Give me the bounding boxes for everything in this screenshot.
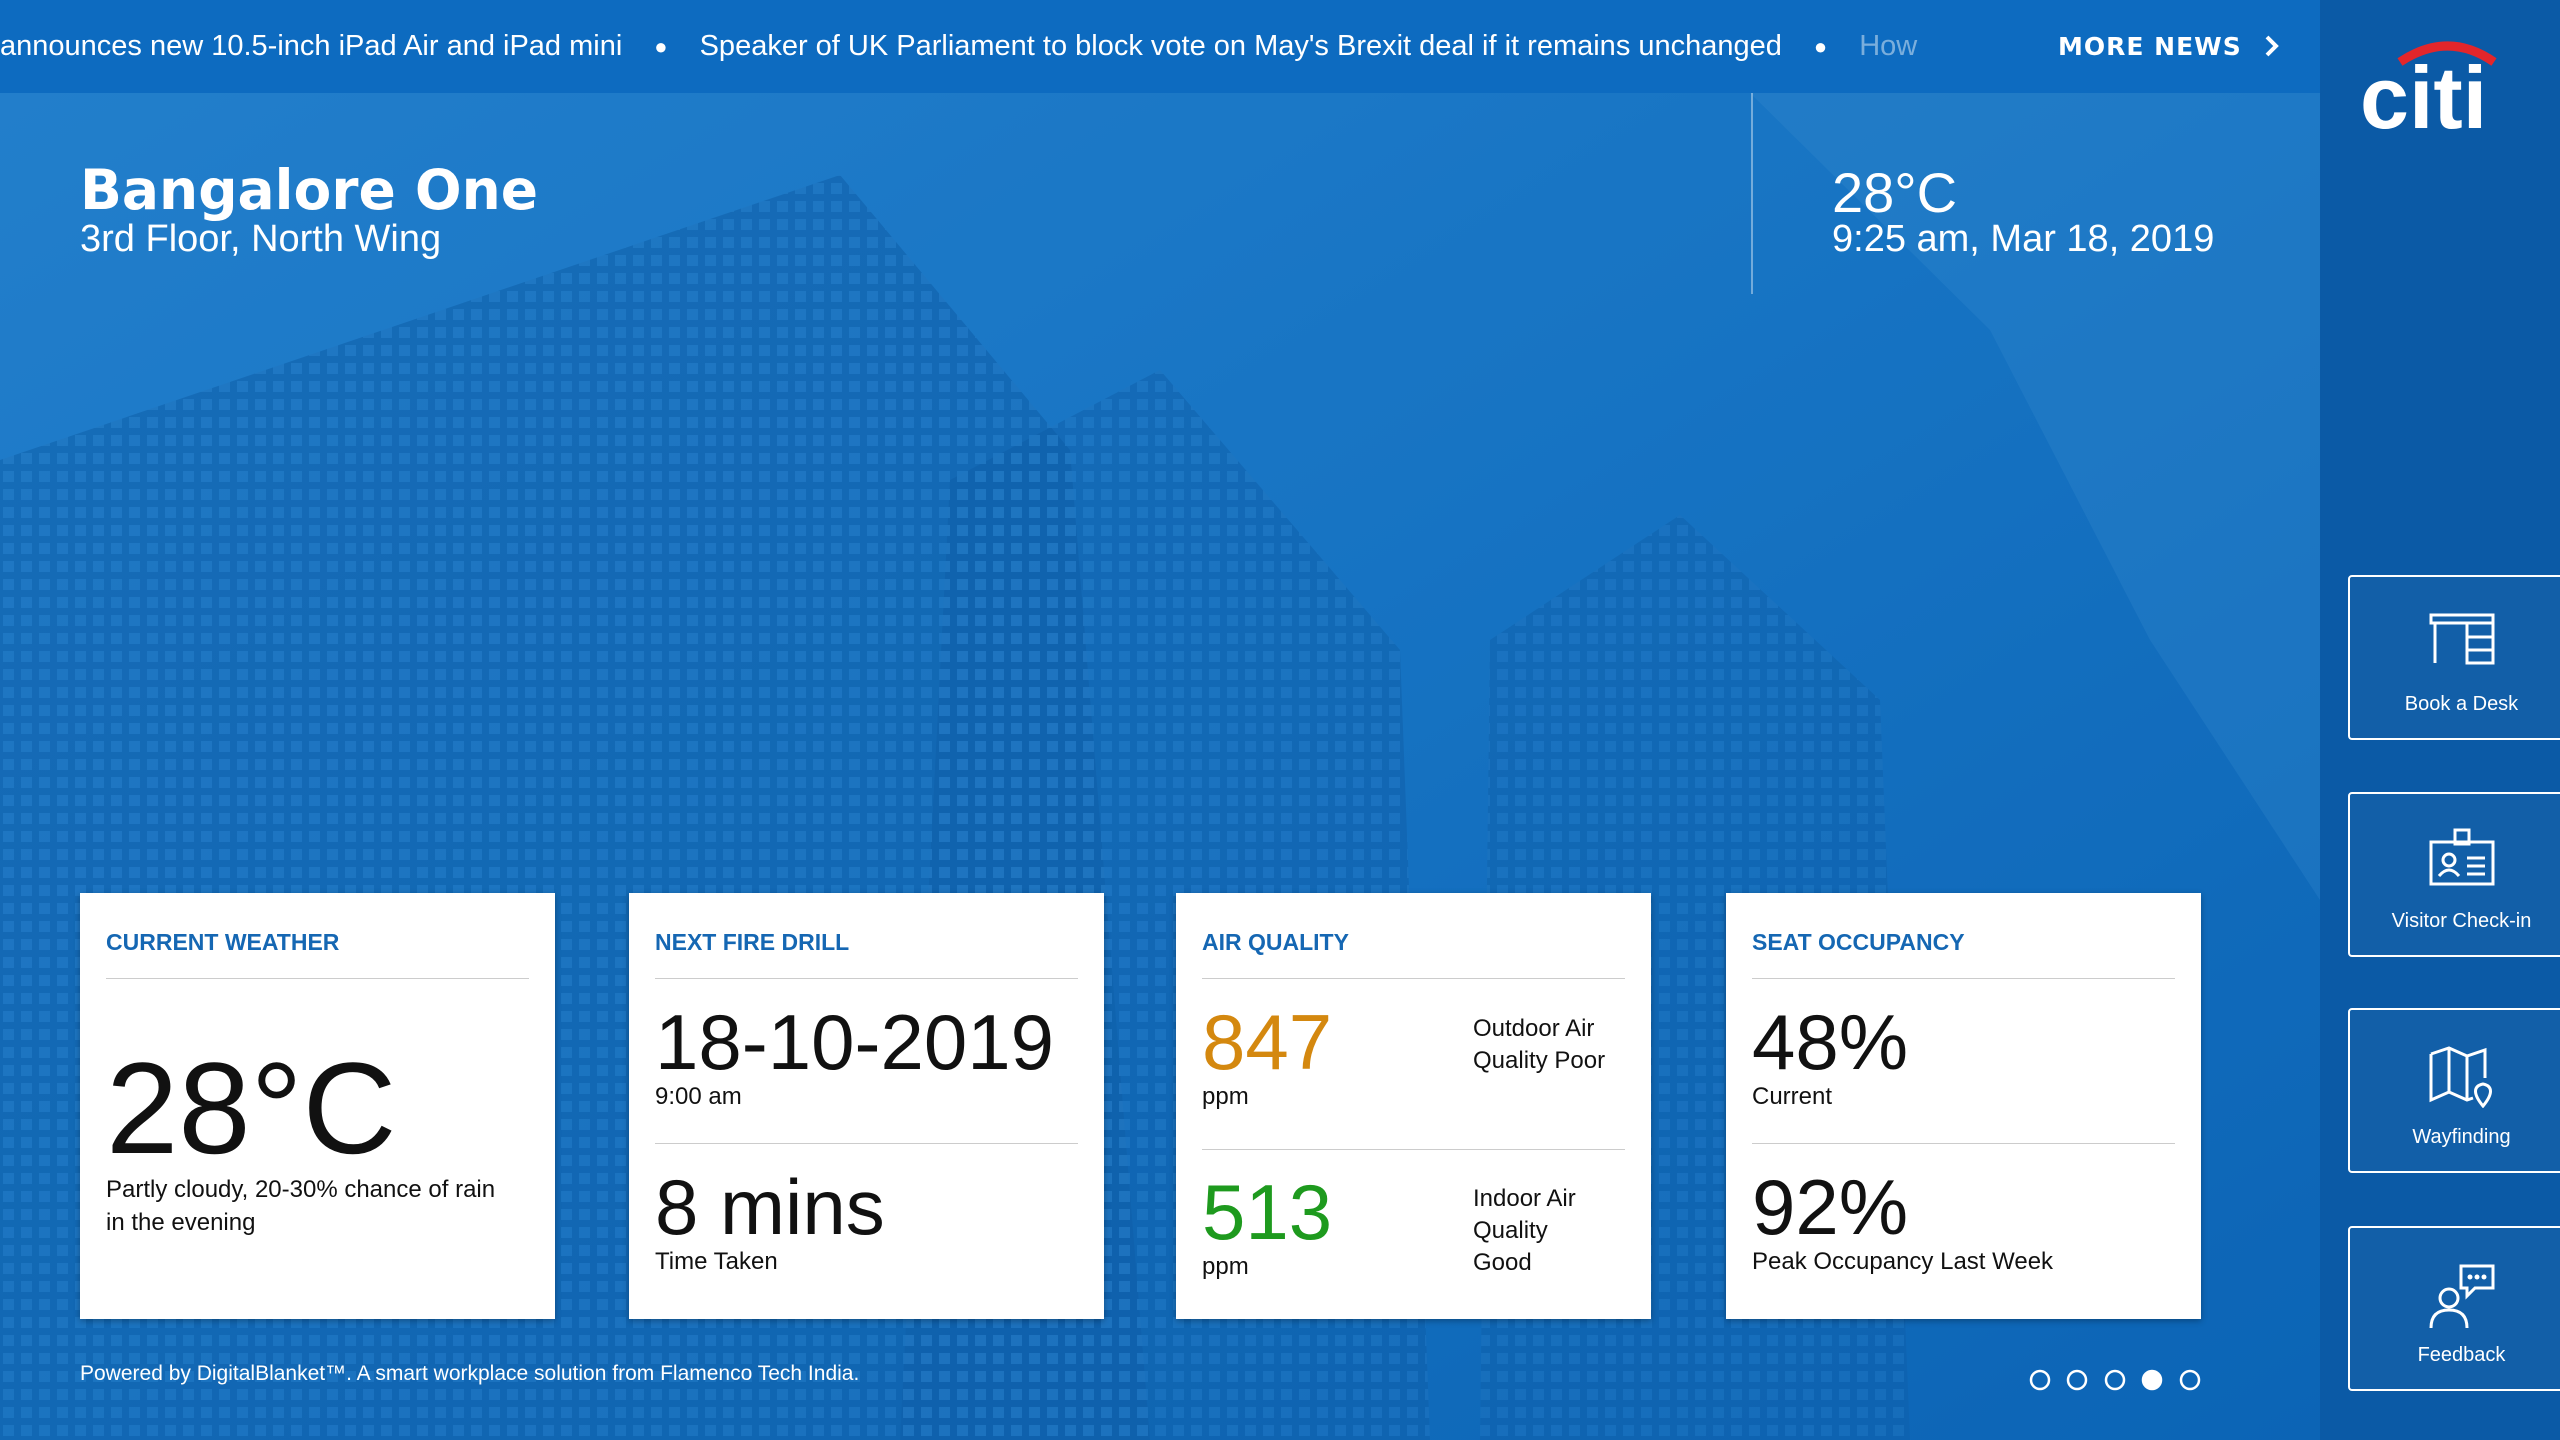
divider	[1752, 1143, 2175, 1144]
divider	[1752, 978, 2175, 979]
location-title: Bangalore One	[80, 158, 539, 222]
button-label[interactable]: Wayfinding	[2412, 1126, 2511, 1148]
card-title: AIR QUALITY	[1202, 929, 1349, 955]
news-item[interactable]: announces new 10.5-inch iPad Air and iPa…	[0, 30, 623, 62]
button-label[interactable]: Feedback	[2417, 1344, 2506, 1366]
divider	[655, 978, 1078, 979]
drill-duration: 8 mins	[655, 1163, 885, 1251]
news-item[interactable]: Speaker of UK Parliament to block vote o…	[699, 30, 1782, 62]
current-datetime: 9:25 am, Mar 18, 2019	[1832, 218, 2215, 260]
drill-date: 18-10-2019	[655, 998, 1054, 1086]
page-dot[interactable]	[2179, 1369, 2201, 1391]
more-news[interactable]: MORE NEWS	[2058, 0, 2281, 93]
outdoor-note: Outdoor Air Quality Poor	[1473, 1015, 1606, 1074]
feedback-button[interactable]: Feedback	[2348, 1226, 2560, 1391]
separator: ●	[654, 33, 668, 59]
footer: Powered by DigitalBlanket™. A smart work…	[80, 1362, 860, 1385]
page-dot[interactable]	[2066, 1369, 2088, 1391]
divider	[1202, 1149, 1625, 1150]
pagination	[2029, 1369, 2201, 1391]
separator: ●	[1813, 33, 1828, 59]
logo: citi	[2360, 41, 2497, 136]
drill-time: 9:00 am	[655, 1083, 742, 1110]
location-subtitle: 3rd Floor, North Wing	[80, 218, 442, 260]
visitor-checkin-button[interactable]: Visitor Check-in	[2348, 792, 2560, 957]
air-quality-card: AIR QUALITY 847 ppm Outdoor Air Quality …	[1176, 893, 1651, 1319]
more-news-label[interactable]: MORE NEWS	[2058, 32, 2242, 61]
divider	[655, 1143, 1078, 1144]
occupancy-label: Peak Occupancy Last Week	[1752, 1248, 2054, 1275]
news-ticker: announces new 10.5-inch iPad Air and iPa…	[0, 0, 2320, 93]
weather-description: Partly cloudy, 20-30% chance of rain in …	[106, 1176, 496, 1236]
weather-card: CURRENT WEATHER 28°C Partly cloudy, 20-3…	[80, 893, 555, 1319]
indoor-note: Indoor Air Quality Good	[1473, 1185, 1576, 1276]
ticker-items: announces new 10.5-inch iPad Air and iPa…	[0, 0, 2000, 93]
chevron	[2266, 35, 2280, 57]
badge-icon	[2429, 828, 2494, 886]
divider	[1202, 978, 1625, 979]
unit: ppm	[1202, 1253, 1249, 1280]
outdoor-aqi: 847	[1202, 998, 1333, 1086]
seat-occupancy-card: SEAT OCCUPANCY 48% Current 92% Peak Occu…	[1726, 893, 2201, 1319]
peak-occupancy: 92%	[1752, 1163, 1909, 1251]
weather-value: 28°C	[106, 1035, 397, 1181]
feedback-icon	[2429, 1264, 2494, 1329]
button-label[interactable]: Visitor Check-in	[2391, 910, 2532, 932]
wayfinding-button[interactable]: Wayfinding	[2348, 1008, 2560, 1173]
card-title: NEXT FIRE DRILL	[655, 929, 850, 955]
map-icon	[2429, 1046, 2492, 1109]
brand: citi	[2360, 48, 2487, 136]
page-dot[interactable]	[2104, 1369, 2126, 1391]
page-dot[interactable]	[2029, 1369, 2051, 1391]
news-item[interactable]: How	[1859, 30, 1918, 62]
unit: ppm	[1202, 1083, 1249, 1110]
indoor-aqi: 513	[1202, 1168, 1333, 1256]
current-temperature: 28°C	[1832, 161, 1958, 224]
book-desk-button[interactable]: Book a Desk	[2348, 575, 2560, 740]
fire-drill-card: NEXT FIRE DRILL 18-10-2019 9:00 am 8 min…	[629, 893, 1104, 1319]
sidebar: citi	[2320, 0, 2560, 1440]
card-title: SEAT OCCUPANCY	[1752, 929, 1965, 955]
card-title: CURRENT WEATHER	[106, 929, 340, 955]
page-dot-active[interactable]	[2141, 1369, 2163, 1391]
desk-icon	[2429, 613, 2494, 665]
divider	[106, 978, 529, 979]
occupancy-label: Current	[1752, 1083, 1833, 1110]
current-occupancy: 48%	[1752, 998, 1909, 1086]
button-label[interactable]: Book a Desk	[2404, 693, 2519, 715]
drill-duration-label: Time Taken	[655, 1248, 778, 1275]
